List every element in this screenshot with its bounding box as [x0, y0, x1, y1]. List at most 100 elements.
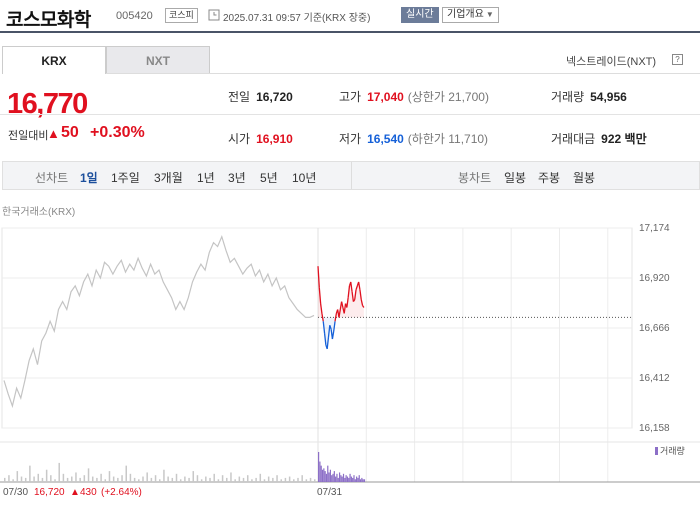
stock-header: 코스모화학 005420 코스피 2025.07.31 09:57 기준(KRX… [0, 0, 700, 33]
prev-volume-bar [217, 479, 220, 482]
prev-volume-bar [267, 476, 270, 482]
candle-monthly[interactable]: 월봉 [573, 171, 596, 185]
prev-volume-bar [45, 469, 48, 482]
up-arrow-icon: ▲ [47, 126, 60, 141]
stat-open: 시가 16,910 [228, 130, 293, 147]
prev-volume-bar [146, 472, 148, 482]
prev-volume-bar [263, 479, 266, 482]
prev-volume-bar [50, 475, 52, 482]
prev-volume-bar [83, 475, 86, 482]
stat-low: 저가 16,540 (하한가 11,710) [339, 130, 488, 147]
prev-volume-bar [213, 473, 215, 482]
prev-volume-bar [58, 462, 60, 482]
prev-volume-bar [87, 468, 90, 482]
today-series-segment [327, 325, 331, 338]
stock-code: 005420 [116, 10, 153, 22]
y-tick-label: 17,174 [639, 223, 670, 234]
period-3y[interactable]: 3년 [228, 171, 246, 185]
prev-volume-bar [221, 475, 224, 482]
help-icon[interactable]: ? [672, 54, 683, 65]
prev-volume-bar [276, 475, 278, 482]
prev-volume-bar [200, 479, 203, 482]
period-10y[interactable]: 10년 [292, 171, 317, 185]
price-change: 50 [61, 124, 79, 141]
prev-volume-bar [284, 477, 287, 482]
prev-volume-bar [66, 477, 69, 482]
prev-volume-bar [16, 471, 19, 482]
nextrade-link[interactable]: 넥스트레이드(NXT) [566, 56, 657, 68]
today-series-segment [343, 303, 347, 314]
today-volume-bar [321, 469, 324, 482]
today-volume-bar [350, 476, 352, 482]
today-area [353, 299, 355, 318]
prev-volume-bar [179, 479, 182, 482]
prev-date: 07/30 [3, 487, 29, 498]
today-series-segment [333, 321, 336, 332]
prev-volume-bar [33, 476, 35, 482]
prev-volume-bar [112, 476, 115, 482]
period-1y[interactable]: 1년 [197, 171, 215, 185]
prev-change: 430 [80, 487, 97, 498]
prev-volume-bar [20, 476, 23, 482]
today-volume-bar [328, 472, 330, 482]
y-tick-label: 16,158 [639, 423, 670, 434]
prev-day-series [3, 234, 315, 409]
today-volume-bar [341, 476, 343, 482]
chevron-down-icon: ▼ [485, 10, 494, 19]
today-area [362, 305, 364, 318]
candle-chart-label: 봉차트 [458, 171, 492, 185]
prev-volume-bar [272, 477, 274, 482]
company-overview-dropdown[interactable]: 기업개요 ▼ [442, 7, 499, 23]
today-volume-bar [319, 461, 321, 482]
prev-volume-bar [205, 476, 207, 482]
prev-volume-bar [188, 477, 190, 482]
today-volume-bar [337, 477, 339, 482]
prev-volume-bar [96, 477, 98, 482]
candle-weekly[interactable]: 주봉 [538, 171, 561, 185]
today-volume-bar [354, 479, 356, 482]
prev-volume-bar [305, 479, 308, 482]
prev-volume-bar [4, 477, 6, 482]
tab-krx[interactable]: KRX [2, 46, 106, 74]
today-series-segment [350, 281, 353, 292]
today-area [356, 285, 358, 318]
stat-label: 저가 [339, 132, 362, 146]
prev-volume-bar [24, 477, 27, 482]
today-volume-bar [327, 465, 329, 482]
y-tick-label: 16,920 [639, 273, 670, 284]
today-series-segment [322, 321, 326, 334]
stat-label: 거래대금 [551, 132, 596, 146]
period-1d[interactable]: 1일 [80, 171, 98, 185]
period-1w[interactable]: 1주일 [111, 171, 140, 185]
period-5y[interactable]: 5년 [260, 171, 278, 185]
prev-volume-bar [41, 477, 44, 482]
realtime-button[interactable]: 실시간 [401, 7, 439, 23]
today-volume-bar [318, 452, 320, 482]
candle-daily[interactable]: 일봉 [504, 171, 527, 185]
prev-volume-bar [142, 476, 144, 482]
stat-label: 거래량 [551, 90, 585, 104]
prev-volume-bar [226, 477, 228, 482]
stats-divider [0, 114, 700, 115]
today-series-segment [347, 285, 351, 298]
today-volume-bar [362, 479, 364, 482]
today-volume-bar [336, 473, 338, 482]
prev-volume-bar [150, 477, 153, 482]
prev-volume-bar [91, 476, 94, 482]
stock-name: 코스모화학 [6, 10, 91, 31]
today-volume-bar [325, 473, 328, 482]
tab-nxt[interactable]: NXT [106, 46, 210, 74]
prev-volume-bar [154, 475, 157, 482]
period-3m[interactable]: 3개월 [154, 171, 183, 185]
today-volume-bar [344, 477, 346, 482]
prev-volume-bar [297, 477, 299, 482]
today-series-segment [357, 281, 361, 290]
volume-legend: 거래량 [655, 444, 685, 457]
volume-legend-swatch [655, 447, 658, 455]
today-volume-bar [353, 475, 355, 482]
prev-volume-bar [196, 475, 199, 482]
prev-volume-bar [133, 477, 136, 482]
today-volume-bar [329, 469, 331, 482]
today-series-segment [326, 336, 330, 349]
